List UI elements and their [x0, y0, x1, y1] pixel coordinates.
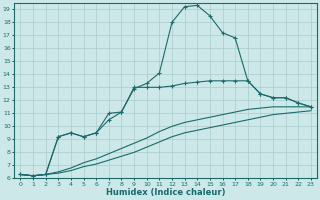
- X-axis label: Humidex (Indice chaleur): Humidex (Indice chaleur): [106, 188, 225, 197]
